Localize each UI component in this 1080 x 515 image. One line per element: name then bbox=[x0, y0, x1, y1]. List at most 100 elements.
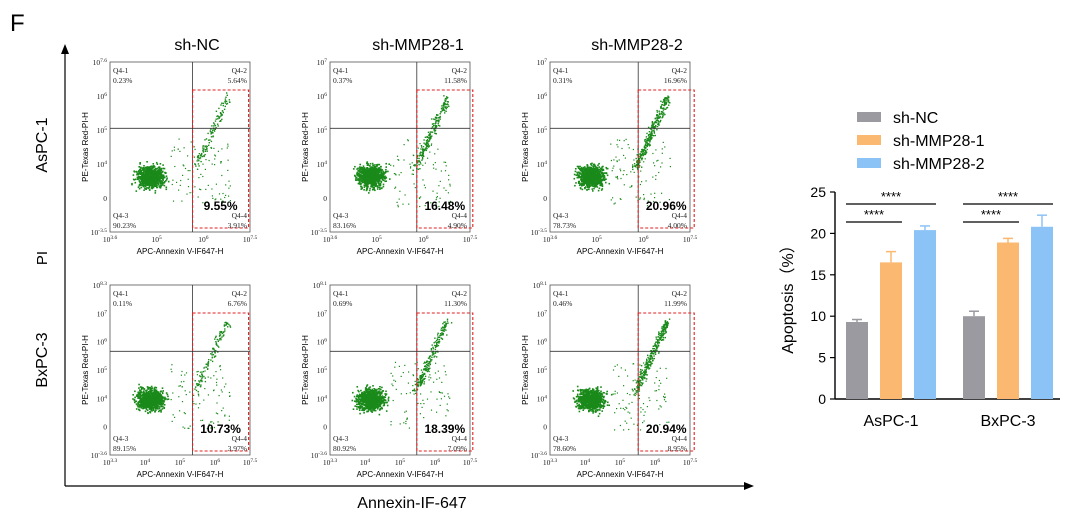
scatter-dot bbox=[150, 395, 152, 398]
scatter-dot bbox=[174, 416, 176, 418]
scatter-dot bbox=[431, 135, 433, 137]
scatter-dot bbox=[155, 396, 157, 398]
scatter-dot bbox=[596, 180, 599, 182]
scatter-dot bbox=[428, 140, 430, 142]
scatter-dot bbox=[205, 188, 207, 190]
scatter-dot bbox=[203, 375, 205, 378]
scatter-dot bbox=[196, 374, 198, 376]
scatter-dot bbox=[157, 394, 160, 396]
scatter-dot bbox=[665, 107, 668, 109]
scatter-dot bbox=[366, 175, 368, 177]
scatter-dot bbox=[393, 165, 395, 167]
scatter-dot bbox=[160, 177, 162, 179]
scatter-dot bbox=[385, 166, 387, 168]
scatter-dot bbox=[151, 405, 154, 407]
scatter-dot bbox=[144, 174, 147, 177]
scatter-dot bbox=[608, 182, 611, 185]
scatter-dot bbox=[636, 165, 639, 167]
scatter-dot bbox=[440, 170, 442, 172]
scatter-dot bbox=[582, 175, 584, 177]
scatter-dot bbox=[222, 102, 224, 105]
scatter-dot bbox=[587, 180, 589, 182]
scatter-dot bbox=[365, 185, 368, 187]
scatter-dot bbox=[205, 159, 207, 161]
scatter-dot bbox=[151, 174, 154, 176]
scatter-dot bbox=[187, 186, 190, 188]
scatter-dot bbox=[209, 130, 211, 132]
scatter-dot bbox=[139, 181, 142, 184]
scatter-dot bbox=[371, 173, 373, 175]
scatter-dot bbox=[639, 183, 641, 186]
scatter-dot bbox=[227, 145, 229, 147]
scatter-dot bbox=[158, 176, 160, 179]
scatter-dot bbox=[644, 153, 647, 156]
scatter-dot bbox=[602, 177, 605, 180]
scatter-dot bbox=[372, 186, 375, 189]
scatter-dot bbox=[579, 169, 582, 172]
scatter-dot bbox=[164, 397, 167, 400]
scatter-dot bbox=[639, 153, 641, 155]
scatter-dot bbox=[358, 172, 360, 175]
scatter-dot bbox=[356, 168, 358, 170]
scatter-dot bbox=[220, 331, 222, 333]
scatter-dot bbox=[661, 103, 663, 106]
scatter-dot bbox=[590, 164, 593, 166]
scatter-dot bbox=[156, 394, 159, 396]
scatter-dot bbox=[627, 144, 629, 146]
scatter-dot bbox=[152, 167, 154, 169]
scatter-dot bbox=[138, 397, 141, 400]
scatter-dot bbox=[161, 171, 164, 173]
scatter-dot bbox=[142, 184, 144, 186]
scatter-dot bbox=[354, 175, 357, 178]
scatter-dot bbox=[443, 109, 446, 112]
scatter-dot bbox=[198, 381, 201, 383]
scatter-dot bbox=[224, 330, 226, 332]
scatter-dot bbox=[432, 164, 434, 166]
scatter-dot bbox=[139, 389, 141, 392]
scatter-dot bbox=[221, 148, 223, 150]
scatter-dot bbox=[160, 402, 163, 404]
scatter-dot bbox=[383, 171, 386, 174]
scatter-dot bbox=[605, 172, 608, 174]
scatter-dot bbox=[207, 364, 209, 367]
scatter-dot bbox=[160, 180, 163, 182]
scatter-dot bbox=[645, 152, 647, 154]
q3-value: 78.73% bbox=[553, 221, 576, 230]
scatter-dot bbox=[159, 185, 162, 187]
flow-x-label: APC-Annexin V-IF647-H bbox=[357, 247, 444, 256]
scatter-dot bbox=[657, 120, 660, 122]
scatter-dot bbox=[180, 179, 182, 182]
scatter-dot bbox=[199, 403, 201, 405]
scatter-dot bbox=[651, 125, 653, 127]
scatter-dot bbox=[154, 389, 157, 392]
scatter-dot bbox=[135, 408, 138, 410]
scatter-dot bbox=[213, 125, 215, 127]
scatter-dot bbox=[591, 171, 594, 173]
scatter-dot bbox=[159, 172, 161, 174]
scatter-dot bbox=[221, 118, 223, 121]
scatter-dot bbox=[224, 102, 227, 104]
scatter-dot bbox=[364, 176, 367, 179]
scatter-dot bbox=[197, 163, 200, 165]
scatter-dot bbox=[198, 380, 200, 382]
scatter-dot bbox=[444, 99, 446, 101]
y-tick-label: 0 bbox=[543, 194, 547, 203]
scatter-dot bbox=[221, 332, 224, 335]
scatter-dot bbox=[365, 170, 367, 172]
scatter-dot bbox=[588, 188, 590, 191]
q1-value: 0.31% bbox=[553, 76, 572, 85]
scatter-dot bbox=[373, 176, 375, 178]
scatter-dot bbox=[223, 324, 226, 326]
scatter-dot bbox=[600, 178, 603, 181]
scatter-dot bbox=[435, 168, 437, 170]
scatter-dot bbox=[395, 186, 397, 188]
scatter-dot bbox=[226, 102, 229, 105]
scatter-dot bbox=[149, 392, 152, 394]
scatter-dot bbox=[148, 404, 151, 407]
scatter-dot bbox=[595, 171, 597, 173]
scatter-dot bbox=[361, 174, 363, 177]
scatter-dot bbox=[442, 104, 445, 106]
scatter-dot bbox=[213, 122, 215, 124]
scatter-dot bbox=[416, 155, 419, 158]
scatter-dot bbox=[650, 138, 652, 140]
